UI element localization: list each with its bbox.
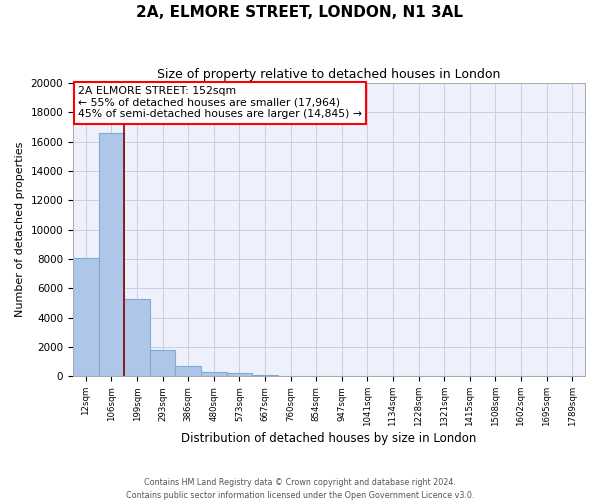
Bar — [150, 350, 175, 376]
Bar — [175, 366, 201, 376]
Bar — [98, 133, 124, 376]
Text: 2A ELMORE STREET: 152sqm
← 55% of detached houses are smaller (17,964)
45% of se: 2A ELMORE STREET: 152sqm ← 55% of detach… — [78, 86, 362, 119]
X-axis label: Distribution of detached houses by size in London: Distribution of detached houses by size … — [181, 432, 477, 445]
Y-axis label: Number of detached properties: Number of detached properties — [15, 142, 25, 318]
Text: 2A, ELMORE STREET, LONDON, N1 3AL: 2A, ELMORE STREET, LONDON, N1 3AL — [137, 5, 464, 20]
Bar — [124, 298, 150, 376]
Title: Size of property relative to detached houses in London: Size of property relative to detached ho… — [157, 68, 501, 80]
Bar — [227, 374, 252, 376]
Bar — [201, 372, 227, 376]
Text: Contains HM Land Registry data © Crown copyright and database right 2024.
Contai: Contains HM Land Registry data © Crown c… — [126, 478, 474, 500]
Bar — [73, 258, 98, 376]
Bar — [252, 375, 278, 376]
